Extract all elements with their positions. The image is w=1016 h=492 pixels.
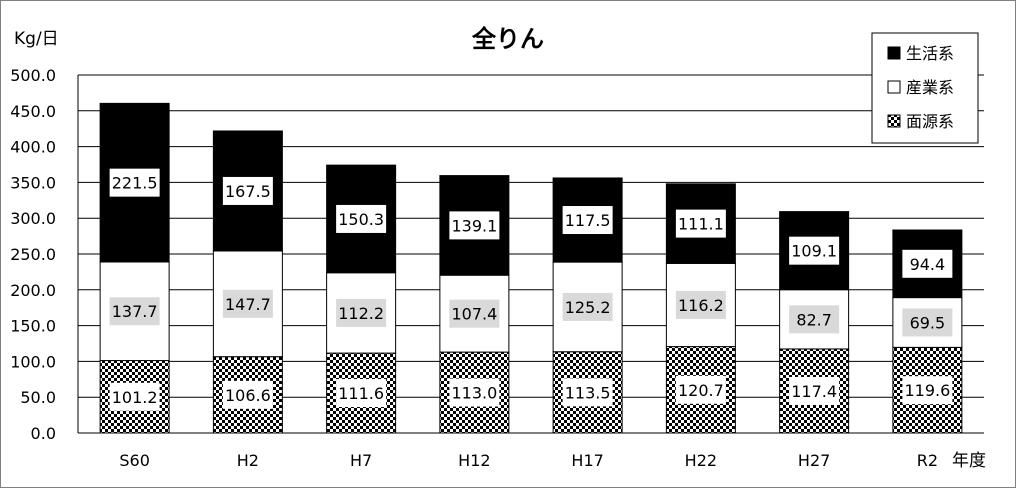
chart-title: 全りん [471,25,544,53]
y-tick-labels: 0.0 50.0 100.0 150.0 200.0 250.0 300.0 350.0 400… [10,66,56,443]
data-label-box [562,292,613,321]
data-label-box [675,209,726,238]
data-label-box [449,378,500,407]
data-label: 120.7 [678,381,724,400]
data-labels: 101.2 137.7 221.5 106.6 147.7 167.5 111.6 112.2… [109,168,953,411]
data-label: 111.6 [338,384,384,403]
data-label: 116.2 [678,296,724,315]
data-label-box [336,379,387,408]
data-label-box [902,308,953,337]
y-tick-label: 300.0 [10,209,56,228]
data-label-box [109,297,160,326]
x-tick-label: H27 [798,451,830,470]
data-label-box [449,211,500,240]
data-label-box [336,298,387,327]
x-tick-label: H2 [237,451,259,470]
x-tick-label: H12 [458,451,490,470]
y-tick-label: 500.0 [10,66,56,85]
x-tick-label: H7 [350,451,372,470]
data-label-box [562,378,613,407]
y-tick-label: 450.0 [10,102,56,121]
data-label: 119.6 [904,381,950,400]
data-label: 107.4 [451,305,497,324]
data-label: 139.1 [451,216,497,235]
data-label-box [675,375,726,404]
y-tick-label: 200.0 [10,281,56,300]
y-tick-label: 0.0 [31,424,56,443]
data-label: 117.4 [791,382,837,401]
data-label-box [902,249,953,278]
y-axis-unit-label: Kg/日 [14,29,59,49]
data-label: 147.7 [225,295,271,314]
data-label-box [336,204,387,233]
data-label: 101.2 [112,388,158,407]
x-tick-label: H22 [685,451,717,470]
data-label-box [449,299,500,328]
data-label: 221.5 [112,174,158,193]
y-tick-label: 150.0 [10,317,56,336]
legend-label: 産業系 [906,78,954,97]
y-tick-label: 250.0 [10,245,56,264]
data-label: 111.1 [678,215,724,234]
data-label: 137.7 [112,302,158,321]
data-label: 117.5 [565,211,611,230]
x-tick-label: H17 [571,451,603,470]
data-label: 113.5 [565,383,611,402]
data-label-box [222,176,273,205]
data-label: 69.5 [910,313,946,332]
data-label: 125.2 [565,298,611,317]
data-label: 167.5 [225,182,271,201]
data-label-box [675,290,726,319]
data-label: 109.1 [791,242,837,261]
data-label-box [902,376,953,405]
data-label-box [789,376,840,405]
legend-swatch [887,46,901,60]
legend-label: 生活系 [906,44,954,63]
x-tick-labels: S60 H2 H7 H12 H17 H22 H27 R2 [119,451,938,470]
y-tick-label: 400.0 [10,138,56,157]
data-label: 150.3 [338,210,384,229]
x-tick-label: R2 [917,451,938,470]
data-label-box [562,206,613,235]
legend-swatch [887,80,901,94]
y-tick-label: 350.0 [10,173,56,192]
data-label: 94.4 [910,255,946,274]
y-tick-label: 50.0 [20,388,56,407]
data-label: 113.0 [451,384,497,403]
y-tick-label: 100.0 [10,352,56,371]
data-label: 106.6 [225,386,271,405]
legend-label: 面源系 [906,112,954,131]
data-label: 112.2 [338,304,384,323]
x-tick-label: S60 [119,451,150,470]
data-label-box [789,236,840,265]
data-label-box [222,289,273,318]
legend-swatch [887,114,901,128]
data-label-box [109,382,160,411]
data-label-box [109,168,160,197]
data-label: 82.7 [796,310,832,329]
data-label-box [789,305,840,334]
x-axis-unit-label: 年度 [952,451,986,471]
data-label-box [222,380,273,409]
